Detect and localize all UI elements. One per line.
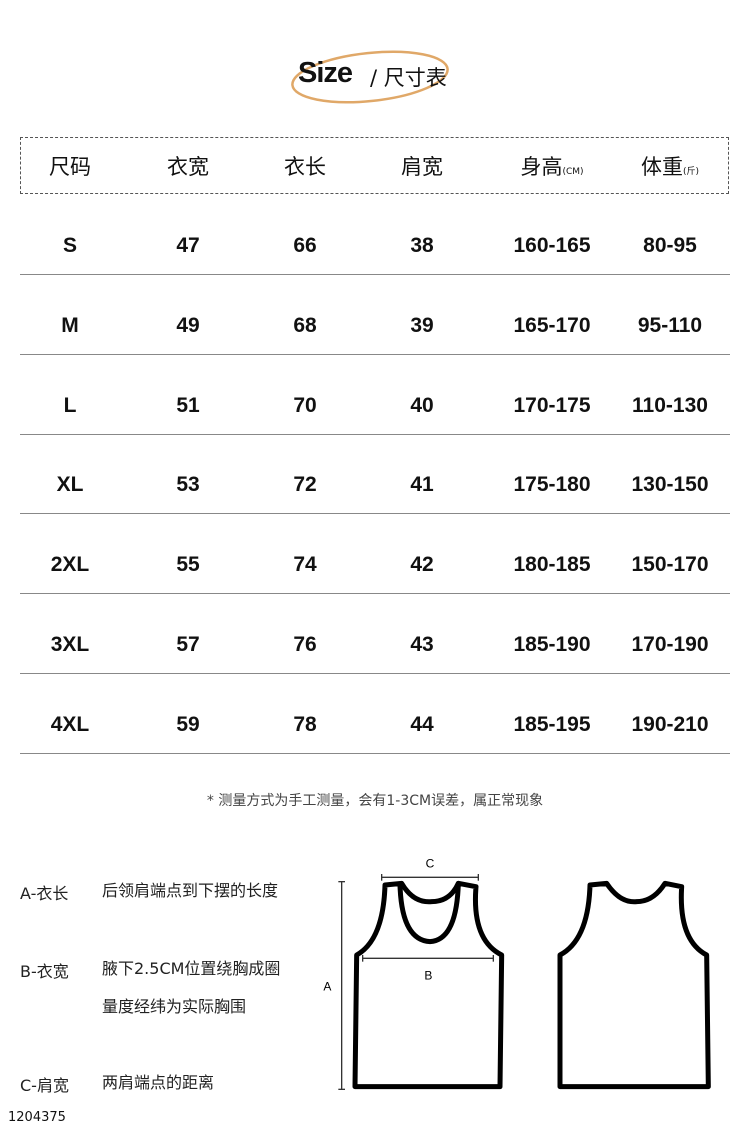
product-id: 1204375 [8, 1110, 66, 1125]
row-divider [20, 274, 730, 275]
table-cell: 150-170 [631, 553, 709, 577]
legend-key: A-衣长 [20, 884, 69, 903]
size-chart-title: Size / 尺寸表 [280, 45, 480, 110]
header-label: 肩宽 [401, 155, 443, 179]
table-cell: 42 [410, 553, 434, 577]
table-cell: 165-170 [513, 313, 591, 337]
table-header [20, 137, 729, 194]
table-cell: 66 [293, 234, 317, 257]
table-cell: 185-190 [513, 633, 591, 656]
title-cn: / 尺寸表 [370, 66, 447, 90]
table-cell: 59 [176, 712, 200, 736]
table-cell: M [61, 313, 79, 337]
row-divider [20, 354, 730, 355]
table-cell: 3XL [50, 633, 90, 656]
legend-desc: 后领肩端点到下摆的长度 [102, 881, 279, 900]
header-cell: 衣宽 [167, 151, 209, 181]
table-cell: 72 [293, 473, 317, 497]
header-cell: 尺码 [49, 151, 91, 181]
tank-front-outline [352, 880, 505, 1090]
table-cell: XL [56, 473, 84, 497]
label-a: A [323, 980, 331, 994]
table-cell: 55 [176, 553, 200, 577]
table-cell: 185-195 [513, 712, 591, 736]
table-cell: 53 [176, 473, 200, 497]
table-cell: 95-110 [637, 313, 703, 337]
header-cell: 体重(斤) [641, 151, 699, 181]
table-cell: 180-185 [513, 553, 591, 577]
table-cell: 44 [410, 712, 434, 736]
row-divider [20, 513, 730, 514]
header-unit: (CM) [562, 167, 584, 177]
table-cell: 70 [293, 393, 317, 417]
table-cell: 78 [293, 712, 317, 736]
row-divider [20, 434, 730, 435]
table-cell: 130-150 [631, 473, 709, 497]
header-label: 身高 [520, 155, 563, 179]
measurement-note: * 测量方式为手工测量，会有1-3CM误差，属正常现象 [206, 793, 544, 809]
legend-key: B-衣宽 [20, 962, 69, 981]
table-cell: 74 [293, 553, 317, 577]
table-cell: L [63, 393, 77, 417]
label-c: C [426, 856, 435, 870]
label-b: B [424, 968, 432, 982]
header-cell: 衣长 [284, 151, 326, 181]
table-cell: 170-175 [513, 393, 591, 417]
table-cell: 41 [410, 473, 434, 497]
title-en: Size [298, 57, 353, 89]
table-cell: S [62, 234, 78, 257]
table-cell: 80-95 [643, 234, 697, 257]
header-label: 尺码 [49, 155, 91, 179]
header-cell: 身高(CM) [520, 151, 583, 181]
legend-desc: 腋下2.5CM位置绕胸成圈量度经纬为实际胸围 [102, 959, 281, 1016]
table-cell: 51 [176, 393, 200, 417]
table-cell: 175-180 [513, 473, 591, 497]
table-cell: 4XL [50, 712, 90, 736]
table-cell: 49 [176, 313, 200, 337]
row-divider [20, 673, 730, 674]
table-cell: 40 [410, 393, 434, 417]
table-cell: 170-190 [631, 633, 709, 656]
table-cell: 110-130 [632, 393, 708, 417]
title-ellipse [291, 50, 449, 104]
header-unit: (斤) [682, 167, 700, 177]
header-label: 衣长 [284, 155, 326, 179]
table-cell: 47 [176, 234, 200, 257]
table-cell: 57 [176, 633, 200, 656]
header-label: 体重 [640, 155, 683, 179]
table-cell: 160-165 [513, 234, 591, 257]
row-divider [20, 753, 730, 754]
table-cell: 39 [410, 313, 434, 337]
table-cell: 38 [410, 234, 434, 257]
header-label: 衣宽 [167, 155, 209, 179]
table-cell: 43 [410, 633, 434, 656]
header-cell: 肩宽 [401, 151, 443, 181]
table-cell: 2XL [50, 553, 90, 577]
tank-top-diagram: C B A [323, 856, 711, 1090]
table-cell: 190-210 [631, 712, 709, 736]
legend-key: C-肩宽 [20, 1076, 69, 1095]
table-cell: 68 [293, 313, 317, 337]
table-cell: 76 [293, 633, 317, 656]
tank-back-outline [557, 880, 711, 1090]
row-divider [20, 593, 730, 594]
tank-front-neckline [397, 880, 461, 945]
legend-desc: 两肩端点的距离 [102, 1073, 215, 1092]
